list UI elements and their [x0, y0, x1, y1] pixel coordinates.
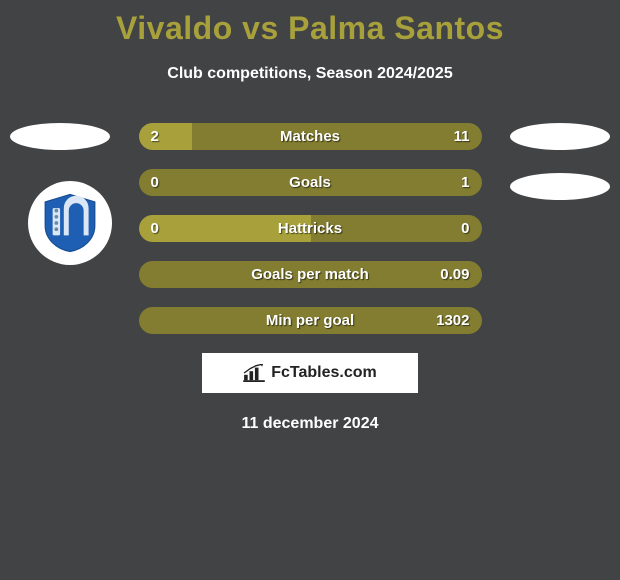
stat-bar: 00Hattricks: [139, 215, 482, 242]
stat-label: Hattricks: [139, 220, 482, 237]
comparison-chart: 211Matches 01Goals 00Hattricks 0.09Goals pe…: [0, 123, 620, 334]
stat-label: Min per goal: [139, 312, 482, 329]
player-left-slot-icon: [10, 123, 110, 150]
page-title: Vivaldo vs Palma Santos: [0, 0, 620, 47]
page-subtitle: Club competitions, Season 2024/2025: [0, 65, 620, 83]
player-right-slot-2-icon: [510, 173, 610, 200]
stat-label: Matches: [139, 128, 482, 145]
brand-text: FcTables.com: [271, 364, 377, 382]
stat-bar: 211Matches: [139, 123, 482, 150]
bar-chart-icon: [243, 364, 265, 382]
brand-badge: FcTables.com: [202, 353, 418, 393]
stat-label: Goals per match: [139, 266, 482, 283]
stat-bar: 01Goals: [139, 169, 482, 196]
club-badge-icon: [28, 181, 112, 265]
stat-bar: 1302Min per goal: [139, 307, 482, 334]
bars-container: 211Matches 01Goals 00Hattricks 0.09Goals pe…: [139, 123, 482, 334]
player-right-slot-1-icon: [510, 123, 610, 150]
stat-bar: 0.09Goals per match: [139, 261, 482, 288]
date-label: 11 december 2024: [0, 415, 620, 433]
stat-label: Goals: [139, 174, 482, 191]
